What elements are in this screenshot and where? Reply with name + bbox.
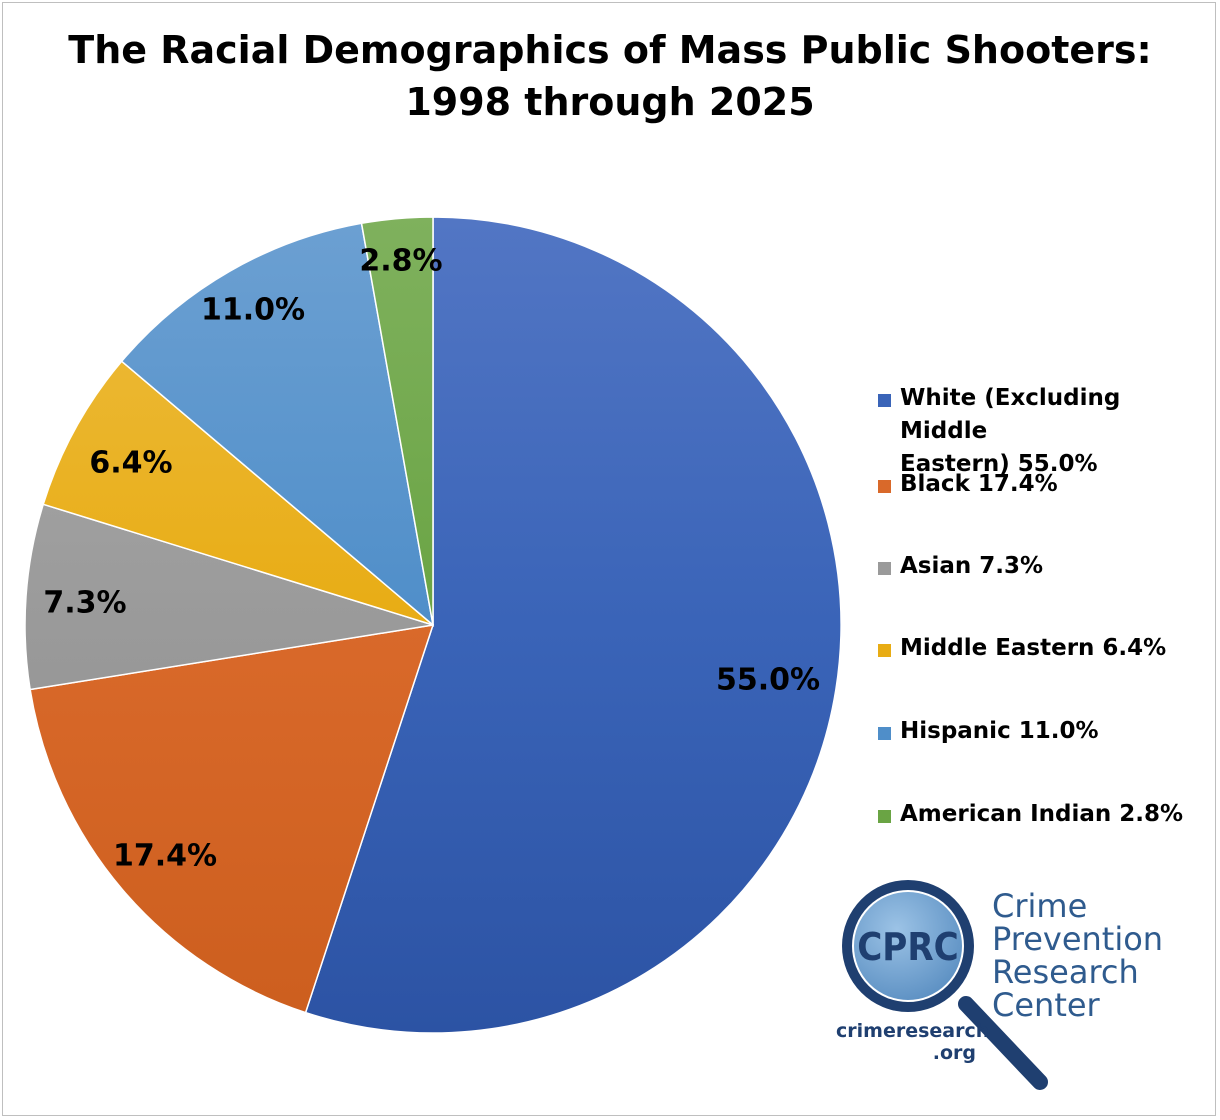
pie-slice-asian [24,503,434,691]
chart-title: The Racial Demographics of Mass Public S… [0,24,1220,128]
slice-data-label: 6.4% [89,446,172,481]
legend-label: Asian 7.3% [900,553,1044,579]
legend-swatch [878,480,891,493]
pie-slice-hispanic [120,222,435,627]
legend-label: American Indian 2.8% [900,801,1184,827]
legend-item: Black 17.4% [878,468,1208,501]
legend-swatch [878,394,891,407]
legend-swatch [878,644,891,657]
pie-slice-black [29,624,435,1014]
legend-swatch [878,810,891,823]
legend-label: Black 17.4% [900,471,1058,497]
legend-item: Asian 7.3% [878,550,1208,583]
slice-data-label: 11.0% [201,293,305,328]
pie-slices [24,216,842,1034]
slice-data-label: 55.0% [716,663,820,698]
logo-url: crimeresearch .org [836,1020,990,1064]
logo-monogram: CPRC [857,925,959,969]
chart-title-line-2: 1998 through 2025 [405,80,815,124]
pie-labels: 55.0% 17.4% 7.3% 6.4% 11.0% 2.8% [43,244,820,874]
logo-words: Crime Prevention Research Center [992,887,1164,1024]
cprc-logo: CPRC Crime Prevention Research Center cr… [830,868,1200,1098]
pie-slice-american-indian [360,216,434,626]
legend-swatch [878,727,891,740]
legend-swatch [878,562,891,575]
legend-label: White (Excluding Middle Eastern) 55.0% [900,385,1121,477]
chart-title-line-1: The Racial Demographics of Mass Public S… [68,28,1152,72]
legend-item: Hispanic 11.0% [878,715,1208,748]
slice-data-label: 7.3% [43,586,126,621]
magnifier-icon: CPRC [842,880,1048,1090]
pie-slice-white-excluding-middle-eastern [304,216,842,1034]
legend-label: Hispanic 11.0% [900,718,1099,744]
legend-item: American Indian 2.8% [878,798,1208,831]
legend-label: Middle Eastern 6.4% [900,635,1167,661]
pie-slice-middle-eastern [42,360,434,626]
legend-item: Middle Eastern 6.4% [878,632,1208,665]
legend-item: White (Excluding Middle Eastern) 55.0% [878,382,1208,481]
slice-data-label: 2.8% [359,244,442,279]
slice-data-label: 17.4% [113,839,217,874]
